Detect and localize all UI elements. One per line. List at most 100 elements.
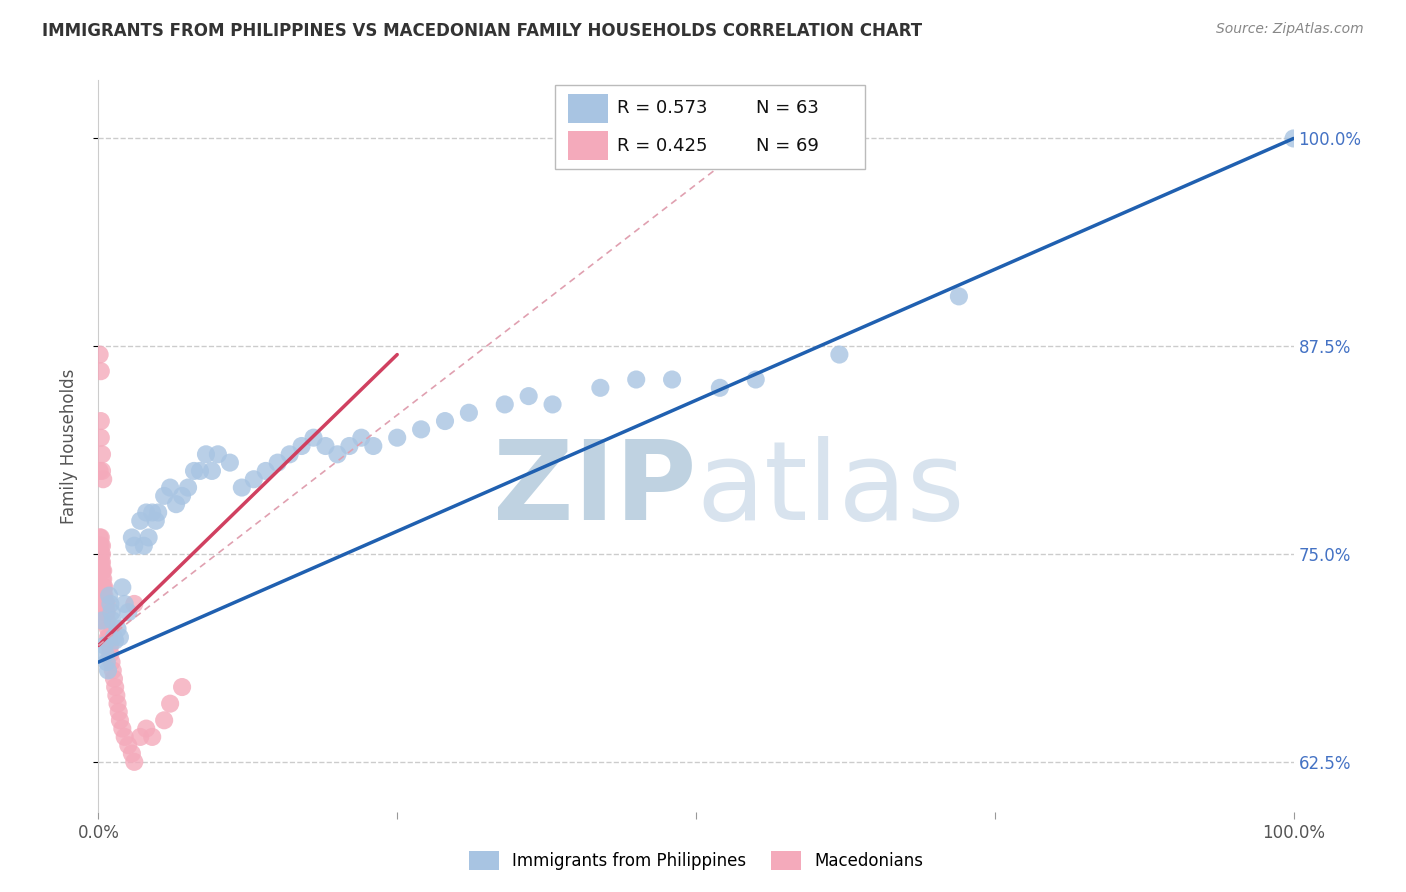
Point bbox=[90, 414, 112, 428]
Point bbox=[177, 481, 200, 495]
Point bbox=[291, 439, 314, 453]
Point bbox=[104, 633, 127, 648]
Point bbox=[172, 489, 194, 503]
Point bbox=[98, 639, 122, 653]
Point bbox=[124, 597, 146, 611]
Point bbox=[96, 614, 118, 628]
Point bbox=[411, 422, 433, 436]
Point bbox=[90, 555, 112, 569]
Point bbox=[107, 705, 129, 719]
Point bbox=[165, 497, 187, 511]
Point bbox=[104, 680, 127, 694]
Point bbox=[138, 530, 160, 544]
Point bbox=[111, 580, 134, 594]
Point bbox=[339, 439, 360, 453]
Point bbox=[350, 431, 373, 445]
Point bbox=[141, 506, 163, 520]
Point bbox=[89, 614, 111, 628]
Text: N = 63: N = 63 bbox=[756, 100, 820, 118]
Point bbox=[124, 755, 146, 769]
Point bbox=[96, 655, 118, 669]
Point bbox=[90, 547, 112, 561]
Point bbox=[132, 539, 155, 553]
Text: N = 69: N = 69 bbox=[756, 136, 820, 154]
Point bbox=[326, 447, 349, 461]
Point bbox=[90, 431, 112, 445]
Point bbox=[101, 664, 124, 678]
Point bbox=[159, 481, 181, 495]
Point bbox=[153, 713, 176, 727]
Point bbox=[89, 539, 111, 553]
Point bbox=[124, 539, 146, 553]
Point bbox=[90, 547, 112, 561]
Point bbox=[121, 747, 143, 761]
Point bbox=[589, 381, 612, 395]
Point bbox=[114, 730, 136, 744]
Point bbox=[121, 530, 143, 544]
Point bbox=[153, 489, 176, 503]
Point bbox=[494, 397, 516, 411]
Point bbox=[207, 447, 229, 461]
Point bbox=[948, 289, 970, 303]
Point bbox=[385, 431, 409, 445]
Point bbox=[94, 605, 117, 619]
Point bbox=[94, 605, 117, 619]
Point bbox=[93, 597, 115, 611]
Point bbox=[243, 472, 266, 486]
Legend: Immigrants from Philippines, Macedonians: Immigrants from Philippines, Macedonians bbox=[463, 844, 929, 877]
Point bbox=[159, 697, 181, 711]
Point bbox=[91, 547, 114, 561]
Point bbox=[363, 439, 385, 453]
Point bbox=[117, 738, 139, 752]
Point bbox=[458, 406, 481, 420]
Point bbox=[98, 639, 121, 653]
Point bbox=[96, 597, 118, 611]
Point bbox=[107, 622, 129, 636]
Point bbox=[97, 622, 120, 636]
Point bbox=[148, 506, 170, 520]
Point bbox=[302, 431, 325, 445]
Point bbox=[98, 597, 122, 611]
Point bbox=[91, 564, 114, 578]
Point bbox=[114, 597, 136, 611]
Point bbox=[661, 372, 683, 386]
Point bbox=[103, 630, 125, 644]
Point bbox=[91, 580, 114, 594]
Point bbox=[129, 514, 152, 528]
Point bbox=[188, 464, 211, 478]
Point bbox=[100, 605, 122, 619]
Point bbox=[194, 447, 218, 461]
Point bbox=[105, 689, 128, 703]
Point bbox=[91, 472, 114, 486]
Point bbox=[98, 647, 122, 661]
FancyBboxPatch shape bbox=[568, 94, 607, 123]
Point bbox=[91, 564, 114, 578]
Point bbox=[93, 580, 115, 594]
Point bbox=[91, 580, 114, 594]
Point bbox=[90, 539, 112, 553]
Point bbox=[91, 539, 114, 553]
Point bbox=[90, 530, 112, 544]
Point bbox=[103, 672, 125, 686]
Text: atlas: atlas bbox=[696, 436, 965, 543]
Point bbox=[89, 580, 111, 594]
Point bbox=[433, 414, 456, 428]
Point bbox=[541, 397, 564, 411]
Point bbox=[709, 381, 731, 395]
Point bbox=[745, 372, 768, 386]
Point bbox=[111, 722, 134, 736]
Text: R = 0.573: R = 0.573 bbox=[617, 100, 707, 118]
Point bbox=[97, 664, 120, 678]
Point bbox=[145, 514, 167, 528]
Point bbox=[231, 481, 253, 495]
Point bbox=[315, 439, 337, 453]
Text: ZIP: ZIP bbox=[492, 436, 696, 543]
Point bbox=[278, 447, 301, 461]
Point bbox=[93, 605, 115, 619]
Point bbox=[626, 372, 648, 386]
Point bbox=[267, 456, 290, 470]
Point bbox=[1282, 131, 1305, 145]
Text: IMMIGRANTS FROM PHILIPPINES VS MACEDONIAN FAMILY HOUSEHOLDS CORRELATION CHART: IMMIGRANTS FROM PHILIPPINES VS MACEDONIA… bbox=[42, 22, 922, 40]
Point bbox=[141, 730, 163, 744]
Point bbox=[89, 564, 111, 578]
